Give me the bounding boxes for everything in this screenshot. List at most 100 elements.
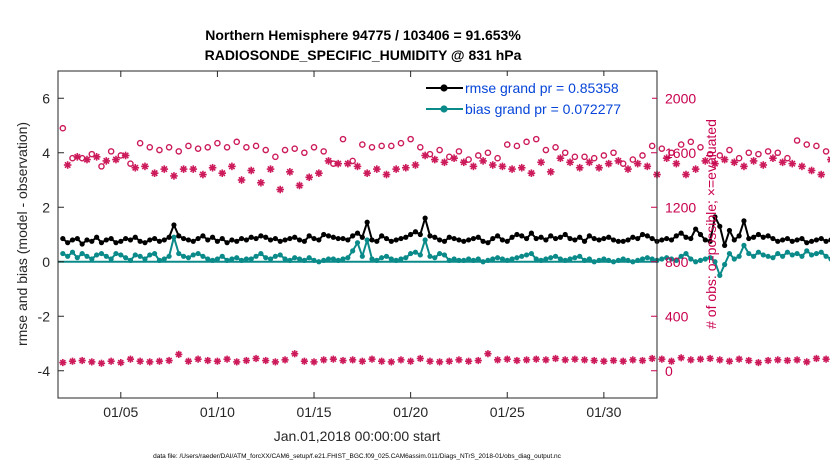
bias-point	[224, 257, 230, 263]
possible-obs-point	[455, 148, 463, 155]
bias-point	[514, 255, 520, 261]
bias-point	[345, 255, 351, 261]
legend-bias-label: bias grand pr = 0.072277	[465, 101, 621, 117]
bias-point	[253, 253, 259, 259]
y-axis-left-ticks: -4 -2 0 2 4 6	[38, 90, 64, 379]
bias-point	[84, 253, 90, 259]
bias-point	[456, 257, 462, 263]
star-stroke	[185, 358, 192, 365]
bias-point	[427, 253, 433, 259]
bias-point	[726, 250, 733, 257]
bias-point	[601, 256, 607, 262]
bias-point	[354, 240, 361, 246]
possible-obs-point	[474, 152, 482, 159]
star-stroke	[547, 168, 554, 176]
star-stroke	[639, 357, 646, 364]
star-stroke	[755, 359, 762, 366]
rmse-point	[591, 235, 597, 242]
rmse-point	[538, 234, 544, 240]
legend: rmse grand pr = 0.85358 bias grand pr = …	[420, 76, 652, 120]
bias-point	[316, 259, 322, 265]
y-right-tick-label: 0	[665, 363, 673, 379]
evaluated-obs-point	[160, 165, 169, 173]
bias-point	[741, 242, 747, 248]
rmse-point	[620, 238, 626, 244]
star-stroke	[117, 359, 124, 366]
bottom-obs-point	[300, 357, 308, 365]
star-stroke	[827, 159, 830, 163]
star-stroke	[533, 356, 540, 363]
bias-point	[702, 256, 708, 262]
bottom-obs-point	[764, 356, 772, 365]
y-right-tick-label: 1200	[665, 199, 696, 215]
bottom-obs-point	[194, 355, 202, 363]
bottom-obs-point	[667, 357, 676, 365]
bias-point	[379, 255, 385, 261]
rmse-point	[523, 235, 530, 242]
rmse-point	[243, 237, 249, 243]
evaluated-obs-point	[595, 163, 603, 172]
possible-obs-point	[561, 149, 569, 157]
bias-point	[156, 257, 163, 263]
star-stroke	[407, 358, 414, 365]
possible-obs-point	[494, 154, 501, 162]
rmse-point	[441, 238, 448, 244]
rmse-point	[437, 237, 443, 243]
star-stroke	[793, 356, 801, 363]
bottom-obs-point	[445, 357, 453, 365]
bottom-obs-point	[706, 354, 714, 363]
star-stroke	[663, 154, 670, 162]
star-stroke	[349, 356, 356, 363]
bias-point	[321, 257, 327, 263]
star-stroke	[760, 161, 767, 169]
star-stroke	[223, 356, 231, 363]
legend-rmse-label: rmse grand pr = 0.85358	[465, 80, 619, 96]
possible-obs-point	[590, 154, 598, 162]
bias-point	[707, 255, 713, 261]
possible-obs-point	[726, 146, 733, 154]
evaluated-obs-point	[257, 178, 265, 187]
bottom-obs-point	[822, 355, 830, 363]
bias-point	[596, 257, 602, 263]
star-stroke	[69, 358, 76, 365]
rmse-point	[707, 238, 713, 244]
possible-obs-point	[735, 154, 743, 162]
evaluated-obs-point	[720, 155, 729, 164]
bias-point	[383, 253, 390, 259]
evaluated-obs-point	[711, 159, 719, 168]
star-stroke	[740, 163, 748, 170]
bias-point	[591, 259, 597, 265]
bottom-obs-point	[78, 356, 86, 365]
rmse-point	[519, 233, 525, 239]
evaluated-obs-point	[614, 157, 623, 165]
star-stroke	[180, 165, 187, 173]
possible-obs-point	[291, 145, 299, 152]
evaluated-obs-point	[798, 162, 806, 171]
bottom-obs-point	[561, 356, 569, 364]
star-stroke	[431, 156, 439, 163]
bias-point	[789, 252, 795, 258]
bias-point	[441, 252, 448, 258]
possible-obs-point	[233, 138, 241, 146]
evaluated-obs-point	[769, 154, 777, 162]
star-stroke	[668, 358, 675, 365]
x-tick-label: 01/05	[103, 404, 138, 420]
bias-point	[393, 257, 399, 263]
bias-point	[190, 252, 196, 258]
bias-point	[504, 257, 510, 263]
star-stroke	[108, 358, 115, 365]
star-stroke	[252, 355, 260, 362]
rmse-point	[171, 222, 177, 228]
bias-point	[818, 249, 824, 255]
possible-obs-point	[813, 142, 820, 150]
star-stroke	[649, 355, 656, 362]
bias-point	[292, 255, 298, 261]
possible-obs-point	[436, 146, 443, 154]
star-stroke	[98, 360, 105, 367]
star-stroke	[827, 156, 830, 160]
evaluated-obs-point	[199, 170, 207, 179]
bias-point	[543, 256, 549, 262]
possible-obs-point	[822, 148, 830, 155]
bottom-obs-point	[88, 358, 96, 366]
star-stroke	[291, 350, 298, 357]
